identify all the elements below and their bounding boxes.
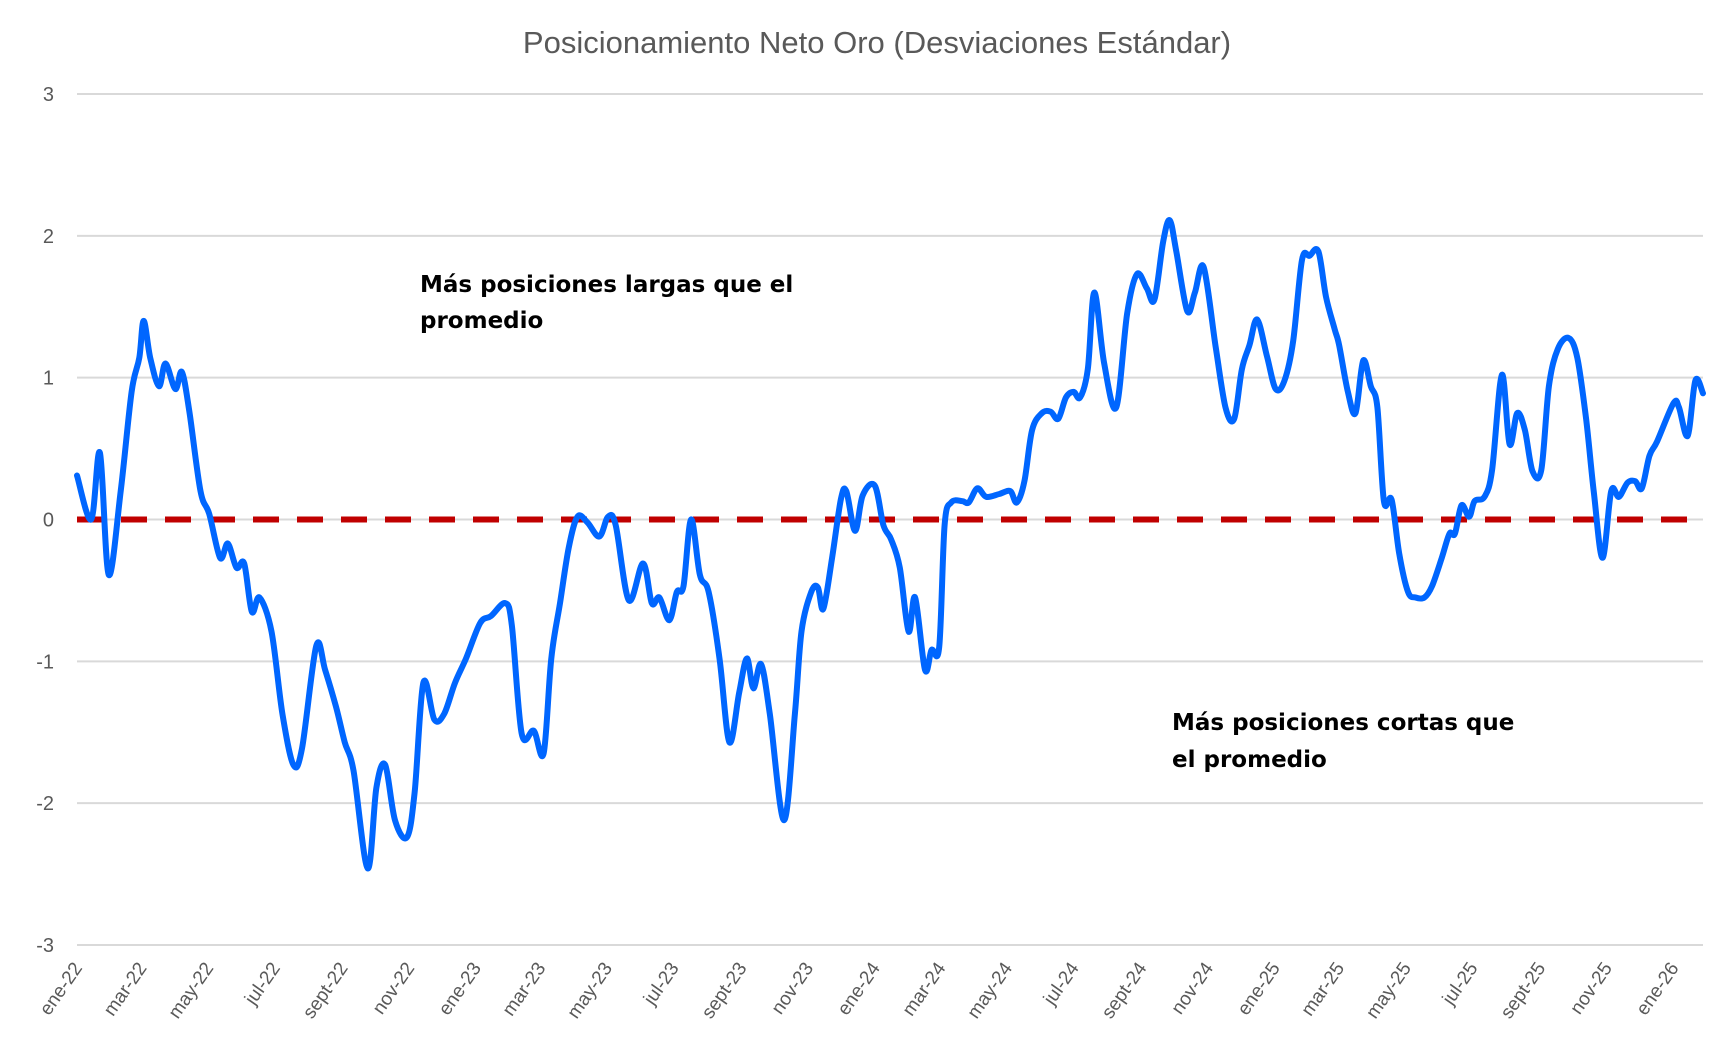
x-tick-label: may-25 <box>1362 959 1416 1023</box>
x-tick-label: may-24 <box>963 958 1017 1022</box>
x-tick-label: nov-22 <box>369 959 420 1019</box>
y-tick-label: -3 <box>36 935 54 957</box>
series-line <box>74 217 1706 872</box>
annotation-long-line2: promedio <box>420 308 543 334</box>
x-tick-label: may-22 <box>165 959 219 1023</box>
series-points <box>76 220 1704 869</box>
x-tick-label: ene-24 <box>834 958 885 1019</box>
x-tick-label: jul-23 <box>639 959 683 1010</box>
x-tick-label: sept-25 <box>1497 959 1551 1023</box>
x-tick-label: jul-22 <box>240 959 284 1010</box>
annotation-short-line2: el promedio <box>1172 747 1327 773</box>
x-tick-label: nov-24 <box>1168 958 1219 1018</box>
x-tick-label: nov-23 <box>768 959 819 1019</box>
x-tick-label: mar-22 <box>100 959 152 1020</box>
y-tick-label: 0 <box>43 510 54 532</box>
y-tick-label: -2 <box>36 793 54 815</box>
x-tick-label: mar-23 <box>499 959 551 1020</box>
x-tick-label: jul-25 <box>1438 959 1482 1010</box>
x-tick-label: ene-26 <box>1632 959 1683 1020</box>
x-tick-label: ene-23 <box>435 959 486 1020</box>
x-tick-label: sept-23 <box>698 959 752 1023</box>
x-tick-label: ene-22 <box>36 959 87 1020</box>
y-axis-ticks: 3 2 1 0 -1 -2 -3 <box>36 84 54 957</box>
annotation-short-line1: Más posiciones cortas que <box>1172 710 1514 736</box>
x-axis-ticks: ene-22 mar-22 may-22 jul-22 sept-22 nov-22 ene… <box>36 958 1684 1022</box>
x-tick-label: mar-24 <box>899 958 951 1020</box>
x-tick-label: nov-25 <box>1566 959 1617 1019</box>
y-tick-label: 2 <box>43 226 54 248</box>
x-tick-label: mar-25 <box>1297 959 1349 1020</box>
annotation-long-line1: Más posiciones largas que el <box>420 272 793 298</box>
y-tick-label: 3 <box>43 84 54 106</box>
y-tick-label: -1 <box>36 651 54 673</box>
x-tick-label: sept-22 <box>299 959 353 1023</box>
x-tick-label: jul-24 <box>1039 958 1084 1009</box>
x-tick-label: may-23 <box>564 959 618 1023</box>
x-tick-label: ene-25 <box>1234 959 1285 1020</box>
y-tick-label: 1 <box>43 368 54 390</box>
x-tick-label: sept-24 <box>1098 958 1152 1022</box>
chart-title: Posicionamiento Neto Oro (Desviaciones E… <box>523 25 1231 60</box>
